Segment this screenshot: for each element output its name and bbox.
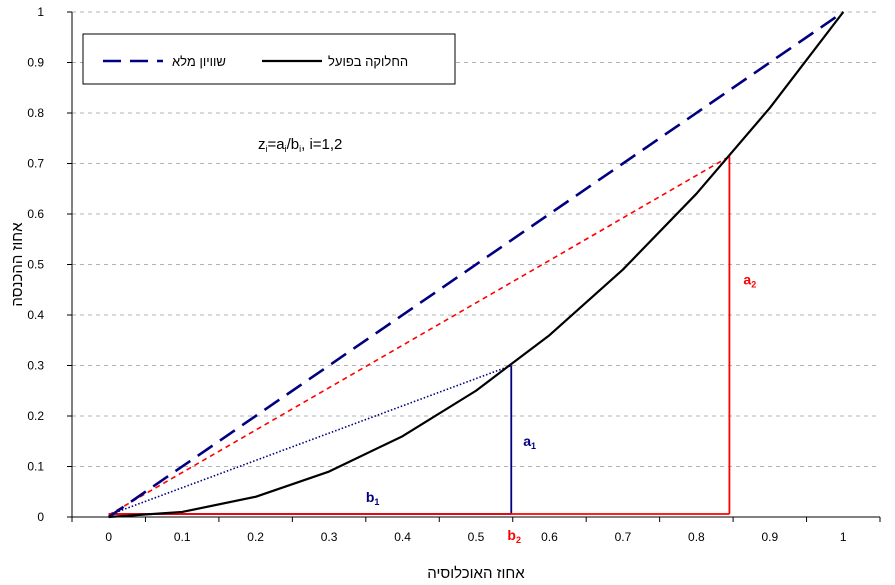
- ray-1: [108, 364, 512, 516]
- formula-annotation: zi=ai/bi, i=1,2: [258, 136, 342, 154]
- axes: [67, 11, 881, 522]
- legend-label-equality: שוויון מלא: [172, 54, 226, 69]
- formula-index: , i=1,2: [301, 136, 342, 153]
- y-tick-labels: 0 0.1 0.2 0.3 0.4 0.5 0.6 0.7 0.8 0.9 1: [27, 5, 44, 524]
- label-a-1-letter: a: [523, 433, 531, 449]
- y-tick-label-5: 0.5: [27, 258, 44, 272]
- gridlines: [72, 11, 880, 467]
- y-tick-label-4: 0.4: [27, 308, 44, 322]
- formula-z: z: [258, 136, 266, 153]
- series-lines: [107, 10, 845, 519]
- x-tick-label-3: 0.3: [321, 530, 338, 544]
- x-tick-label-8: 0.8: [688, 530, 705, 544]
- legend-label-actual: החלוקה בפועל: [328, 54, 408, 69]
- x-tick-label-1: 0.1: [174, 530, 191, 544]
- y-tick-label-8: 0.8: [27, 106, 44, 120]
- label-b-1: b1: [366, 489, 380, 507]
- x-tick-label-4: 0.4: [394, 530, 411, 544]
- x-tick-label-7: 0.7: [615, 530, 632, 544]
- formula-sub-1: i: [266, 144, 268, 154]
- label-b-1-letter: b: [366, 489, 375, 505]
- x-tick-label-10: 1: [840, 530, 847, 544]
- label-a-1-subscript: 1: [531, 441, 536, 451]
- x-tick-label-5: 0.5: [468, 530, 485, 544]
- label-a-2-subscript: 2: [751, 280, 756, 290]
- formula-div-b: /b: [287, 136, 300, 153]
- series-line-1: [108, 11, 845, 519]
- x-tick-label-0: 0: [105, 530, 112, 544]
- x-axis-title: אחוז האוכלוסיה: [427, 565, 525, 582]
- x-tick-labels: 0 0.1 0.2 0.3 0.4 0.5 0.6 0.7 0.8 0.9 1: [105, 530, 847, 544]
- y-tick-label-9: 0.9: [27, 56, 44, 70]
- y-axis-title: אחוז ההכנסה: [9, 222, 26, 307]
- formula-eq-a: =a: [268, 136, 286, 153]
- ray-2: [108, 155, 730, 516]
- label-a-1: a1: [523, 433, 536, 451]
- label-a-2: a2: [743, 272, 756, 290]
- x-tick-label-2: 0.2: [247, 530, 264, 544]
- y-tick-label-7: 0.7: [27, 157, 44, 171]
- legend-box: [82, 33, 456, 85]
- label-b-2-letter: b: [507, 527, 516, 543]
- series-line-0: [107, 10, 845, 519]
- legend: שוויון מלא החלוקה בפועל: [82, 33, 456, 85]
- y-tick-label-0: 0: [37, 510, 44, 524]
- label-b-2: b2: [507, 527, 521, 545]
- y-tick-label-10: 1: [37, 5, 44, 19]
- label-b-2-subscript: 2: [516, 535, 521, 545]
- y-tick-label-2: 0.2: [27, 409, 44, 423]
- label-b-1-subscript: 1: [374, 497, 379, 507]
- y-tick-label-3: 0.3: [27, 359, 44, 373]
- x-tick-label-6: 0.6: [541, 530, 558, 544]
- y-tick-label-6: 0.6: [27, 207, 44, 221]
- formula-sub-3: i: [299, 144, 301, 154]
- formula-sub-2: i: [285, 144, 287, 154]
- y-tick-label-1: 0.1: [27, 460, 44, 474]
- x-tick-label-9: 0.9: [761, 530, 778, 544]
- label-a-2-letter: a: [743, 272, 751, 288]
